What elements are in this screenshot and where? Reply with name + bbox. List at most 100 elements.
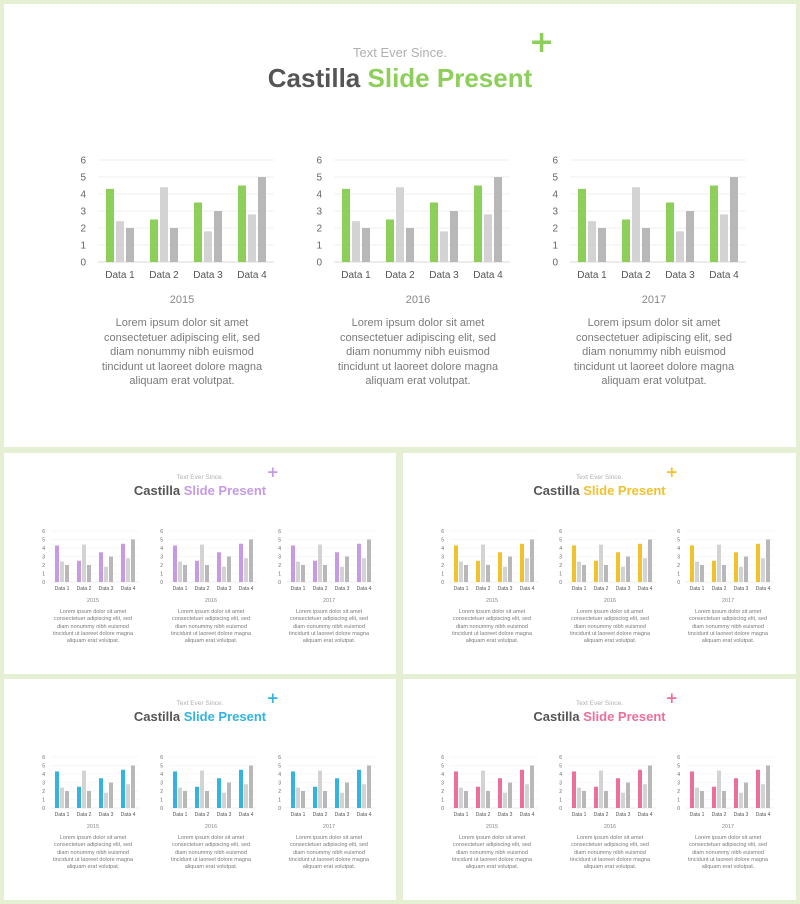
description-line: consectetuer adipiscing elit, sed [576,331,732,344]
chart-panel-2016: 0 1 2 3 4 5 6 Data 1 Data 2 Data 3 Data 4 [316,156,510,281]
y-tick-label: 1 [42,571,45,577]
bar [756,543,760,582]
y-tick-label: 1 [316,241,322,252]
description-line: tincidunt ut laoreet dolore magna [170,630,252,637]
plus-icon: + [529,25,555,60]
title-part-2: Slide Present [583,708,666,724]
bar [739,792,743,808]
description-line: aliquam erat volutpat. [465,864,519,870]
bar [367,539,371,582]
bar [291,771,295,808]
bar [712,560,716,582]
y-tick-label: 3 [559,554,562,560]
charts-svg: 0 1 2 3 4 5 6 Data 1 Data 2 Data 3 Data 4 0 1 2 3 4 5 6 Da… [441,755,774,818]
description-line: diam nonummy nibh euismod [57,849,129,856]
y-tick-label: 2 [278,789,281,795]
description-line: aliquam erat volutpat. [302,638,356,644]
bar [700,565,704,582]
description-line: Lorem ipsum dolor sit amet [458,609,526,615]
bar [82,544,86,582]
description-line: Lorem ipsum dolor sit amet [177,609,245,615]
slide-yellow: Text Ever Since. Castilla Slide Present +2… [403,453,796,674]
description-line: tincidunt ut laoreet dolore magna [170,856,252,863]
description-line: tincidunt ut laoreet dolore magna [337,360,499,373]
bar [700,791,704,808]
y-tick-label: 2 [441,789,444,795]
x-tick-label: Data 1 [454,812,469,818]
x-tick-label: Data 3 [217,812,232,818]
description-line: aliquam erat volutpat. [465,638,519,644]
y-tick-label: 5 [80,173,86,184]
description-line: tincidunt ut laoreet dolore magna [687,630,769,637]
x-tick-label: Data 1 [173,812,188,818]
panel-year: 2015 [86,598,100,604]
y-tick-label: 0 [677,806,680,812]
chart-panel-2017: 0 1 2 3 4 5 6 Data 1 Data 2 Data 3 Data 4 [552,156,746,281]
bar [195,560,199,582]
panel-year: 2016 [204,598,218,604]
panel-year: 2016 [204,824,218,830]
chart-panel-2016: 0 1 2 3 4 5 6 Data 1 Data 2 Data 3 Data 4 [160,529,257,592]
description-line: Lorem ipsum dolor sit amet [295,835,363,841]
y-tick-label: 1 [278,797,281,803]
bar [386,219,394,262]
bar [55,545,59,582]
panel-description: Lorem ipsum dolor sit amet consectetuer a… [161,609,261,645]
description-line: aliquam erat volutpat. [129,375,235,387]
y-tick-label: 2 [677,789,680,795]
y-tick-label: 2 [42,789,45,795]
x-tick-label: Data 4 [357,812,372,818]
y-tick-label: 2 [160,563,163,569]
bar [454,771,458,808]
x-tick-label: Data 2 [476,812,491,818]
description-line: aliquam erat volutpat. [583,638,637,644]
bar [494,177,502,262]
y-tick-label: 2 [552,224,558,235]
bar [440,231,448,262]
description-line: consectetuer adipiscing elit, sed [54,616,132,623]
bar [126,558,130,582]
bar [756,769,760,808]
y-tick-label: 4 [160,546,163,552]
bar [508,556,512,582]
panel-year: 2017 [721,824,735,830]
chart-panel-2017: 0 1 2 3 4 5 6 Data 1 Data 2 Data 3 Data 4 [278,529,375,592]
y-tick-label: 3 [278,780,281,786]
bar [313,786,317,808]
description-line: aliquam erat volutpat. [601,375,707,387]
y-tick-label: 5 [278,763,281,769]
bar [520,543,524,582]
bar [104,566,108,582]
description-line: diam nonummy nibh euismod [293,623,365,630]
y-tick-label: 5 [160,537,163,543]
y-tick-label: 4 [80,190,86,201]
panel-description: Lorem ipsum dolor sit amet consectetuer a… [279,835,379,871]
bar [77,786,81,808]
y-tick-label: 4 [559,772,562,778]
bar [632,187,640,262]
description-line: consectetuer adipiscing elit, sed [453,842,531,849]
description-line: consectetuer adipiscing elit, sed [290,616,368,623]
y-tick-label: 0 [42,580,45,586]
bar [464,565,468,582]
slide-subtitle: Text Ever Since. [576,473,623,481]
bar [126,228,134,262]
bar [642,228,650,262]
y-tick-label: 4 [441,546,444,552]
description-line: diam nonummy nibh euismod [456,623,528,630]
bar [301,565,305,582]
bar [638,543,642,582]
x-tick-label: Data 4 [638,586,653,592]
description-line: tincidunt ut laoreet dolore magna [569,856,651,863]
x-tick-label: Data 3 [498,812,513,818]
y-tick-label: 2 [42,563,45,569]
bar [616,778,620,808]
x-tick-label: Data 3 [616,812,631,818]
x-tick-label: Data 3 [335,586,350,592]
y-tick-label: 0 [42,806,45,812]
title-part-2: Slide Present [583,482,666,498]
slide-title: Castilla Slide Present [403,709,796,724]
description-line: tincidunt ut laoreet dolore magna [569,630,651,637]
panel-year: 2017 [322,824,336,830]
description-line: Lorem ipsum dolor sit amet [587,317,721,329]
